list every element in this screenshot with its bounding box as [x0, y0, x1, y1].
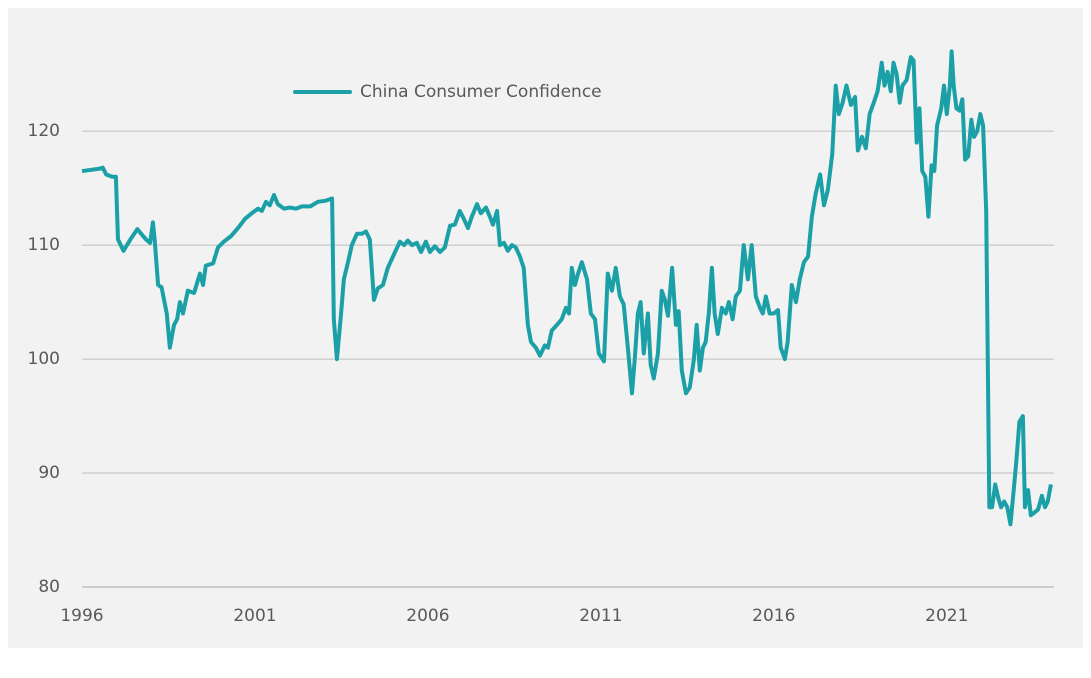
data-line [81, 49, 1053, 527]
y-tick-label: 120 [28, 121, 60, 141]
x-tick-label: 2001 [233, 606, 276, 626]
y-tick-label: 110 [28, 235, 60, 255]
chart-background [8, 8, 1083, 648]
x-tick-label: 2011 [579, 606, 622, 626]
legend-label: China Consumer Confidence [360, 82, 602, 102]
x-tick-label: 1996 [60, 606, 103, 626]
y-tick-label: 90 [38, 463, 60, 483]
x-tick-label: 2016 [752, 606, 795, 626]
y-tick-label: 80 [38, 577, 60, 597]
x-tick-label: 2006 [406, 606, 449, 626]
x-tick-label: 2021 [925, 606, 968, 626]
y-tick-label: 100 [28, 349, 60, 369]
